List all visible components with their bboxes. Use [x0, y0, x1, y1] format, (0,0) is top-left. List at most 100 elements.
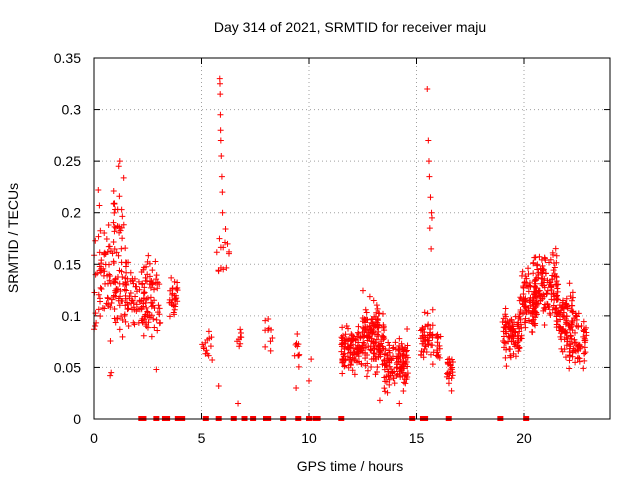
data-point: [536, 253, 543, 260]
data-point: [557, 316, 564, 323]
data-point: [383, 362, 390, 369]
data-point: [139, 280, 146, 287]
data-point: [108, 369, 115, 376]
data-point: [581, 357, 588, 364]
data-point: [103, 300, 110, 307]
data-point: [421, 345, 428, 352]
data-point: [111, 315, 118, 322]
data-point: [216, 75, 223, 82]
data-point: [575, 354, 582, 361]
data-point: [342, 337, 349, 344]
data-point: [580, 318, 587, 325]
data-point: [269, 334, 276, 341]
data-point: [380, 321, 387, 328]
data-point: [122, 318, 129, 325]
data-point: [429, 361, 436, 368]
data-point: [396, 400, 403, 407]
plot-frame: [93, 57, 611, 420]
y-axis-label: SRMTID / TECUs: [5, 183, 21, 293]
data-point: [374, 305, 381, 312]
data-point: [338, 348, 345, 355]
data-point: [552, 245, 559, 252]
data-point: [366, 293, 373, 300]
data-point: [95, 291, 102, 298]
data-point: [583, 329, 590, 336]
data-point: [568, 321, 575, 328]
data-point: [568, 302, 575, 309]
data-point: [429, 306, 436, 313]
data-point: [205, 352, 212, 359]
data-point: [392, 339, 399, 346]
data-point: [537, 297, 544, 304]
data-point: [517, 316, 524, 323]
data-point: [131, 321, 138, 328]
data-point: [222, 225, 229, 232]
data-point: [557, 333, 564, 340]
data-point: [119, 213, 126, 220]
data-point: [98, 285, 105, 292]
data-point: [434, 349, 441, 356]
chart-title: Day 314 of 2021, SRMTID for receiver maj…: [214, 19, 486, 35]
data-point: [343, 323, 350, 330]
data-point: [92, 322, 99, 329]
data-point: [580, 365, 587, 372]
data-point: [97, 295, 104, 302]
data-point: [532, 294, 539, 301]
data-point: [224, 240, 231, 247]
data-point: [354, 359, 361, 366]
data-point: [166, 313, 173, 320]
data-point: [296, 351, 303, 358]
data-point: [340, 359, 347, 366]
data-point: [215, 382, 222, 389]
data-point: [119, 297, 126, 304]
data-point: [555, 281, 562, 288]
data-point: [151, 286, 158, 293]
data-point: [96, 249, 103, 256]
data-point: [525, 317, 532, 324]
data-point: [338, 343, 345, 350]
data-point: [402, 371, 409, 378]
data-point: [107, 372, 114, 379]
data-point: [538, 275, 545, 282]
data-point: [132, 293, 139, 300]
data-point: [574, 342, 581, 349]
data-point: [422, 334, 429, 341]
data-point: [375, 347, 382, 354]
data-point: [546, 310, 553, 317]
data-point: [362, 306, 369, 313]
data-point: [216, 80, 223, 87]
data-point: [107, 304, 114, 311]
y-tick-label: 0: [73, 411, 81, 427]
data-point: [103, 235, 110, 242]
data-point: [207, 343, 214, 350]
data-point: [144, 324, 151, 331]
data-point: [110, 238, 117, 245]
data-point: [151, 324, 158, 331]
data-point: [143, 296, 150, 303]
data-point: [217, 137, 224, 144]
data-point: [141, 284, 148, 291]
data-point: [111, 245, 118, 252]
data-point: [344, 353, 351, 360]
data-point: [563, 295, 570, 302]
data-point: [404, 325, 411, 332]
data-point: [384, 389, 391, 396]
data-point: [170, 309, 177, 316]
data-point: [341, 350, 348, 357]
data-point: [172, 303, 179, 310]
data-point: [373, 302, 380, 309]
data-point: [501, 344, 508, 351]
data-point: [221, 239, 228, 246]
data-point: [92, 310, 99, 317]
data-point: [116, 302, 123, 309]
data-point: [91, 289, 98, 296]
data-point: [306, 377, 312, 384]
data-point: [112, 319, 119, 326]
data-point: [121, 312, 128, 319]
data-point: [217, 91, 224, 98]
data-point: [370, 339, 377, 346]
data-point: [209, 357, 216, 364]
data-point: [105, 243, 112, 250]
data-point: [147, 294, 154, 301]
data-point: [512, 340, 519, 347]
